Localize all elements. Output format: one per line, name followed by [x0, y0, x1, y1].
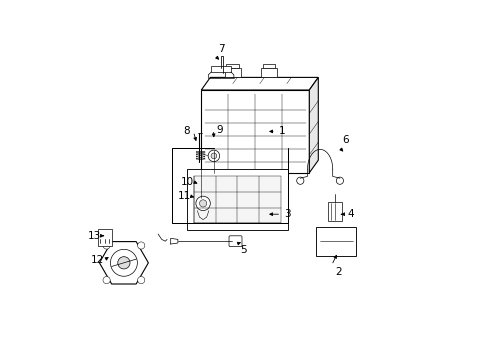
Circle shape [296, 177, 303, 184]
Text: 10: 10 [180, 177, 193, 187]
Polygon shape [99, 242, 148, 284]
Circle shape [137, 242, 144, 249]
Text: 13: 13 [87, 231, 101, 241]
Text: 1: 1 [279, 126, 285, 136]
Circle shape [211, 153, 216, 159]
Bar [262, 64, 275, 68]
Circle shape [118, 257, 130, 269]
Circle shape [208, 150, 219, 162]
Text: 9: 9 [216, 125, 223, 135]
Polygon shape [309, 77, 318, 173]
Bar [316, 227, 355, 256]
Polygon shape [201, 77, 318, 90]
Text: 6: 6 [341, 135, 348, 145]
Circle shape [110, 249, 137, 276]
Bar [224, 68, 241, 77]
Bar [211, 66, 230, 72]
Circle shape [336, 177, 343, 184]
Bar [327, 202, 341, 221]
Bar [186, 169, 287, 230]
Text: 4: 4 [346, 209, 353, 219]
Circle shape [137, 276, 144, 284]
Bar [194, 176, 280, 223]
Text: 5: 5 [240, 245, 246, 255]
Circle shape [103, 276, 110, 284]
Circle shape [103, 242, 110, 249]
Circle shape [196, 196, 210, 211]
Text: 11: 11 [177, 191, 190, 201]
Text: 2: 2 [334, 267, 341, 277]
Bar [201, 90, 309, 173]
Text: 3: 3 [284, 209, 290, 219]
Bar [260, 68, 276, 77]
Text: 7: 7 [217, 44, 224, 54]
Bar [226, 64, 239, 68]
Text: 12: 12 [91, 255, 104, 265]
Circle shape [199, 200, 206, 207]
Bar [98, 229, 112, 246]
Text: 8: 8 [183, 126, 190, 136]
FancyBboxPatch shape [228, 236, 242, 247]
